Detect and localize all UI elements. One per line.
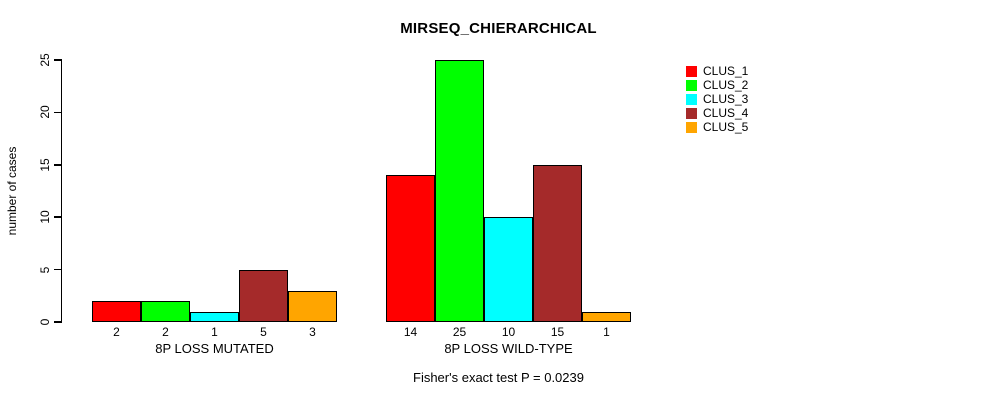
bar-value-label: 2 bbox=[113, 325, 120, 339]
y-axis-line bbox=[60, 59, 62, 323]
bar-value-label: 3 bbox=[309, 325, 316, 339]
legend-label: CLUS_2 bbox=[703, 78, 749, 92]
y-tick-label: 10 bbox=[38, 210, 52, 224]
x-category-label: 8P LOSS MUTATED bbox=[155, 341, 274, 356]
legend-swatch-CLUS_1 bbox=[686, 65, 697, 77]
bar-CLUS_4-cat0 bbox=[239, 270, 288, 322]
chart-title: MIRSEQ_CHIERARCHICAL bbox=[400, 20, 597, 37]
bar-value-label: 14 bbox=[403, 325, 418, 339]
y-tick bbox=[53, 321, 61, 323]
footer-caption: Fisher's exact test P = 0.0239 bbox=[413, 370, 584, 385]
bar-CLUS_1-cat1 bbox=[386, 175, 435, 322]
legend-swatch-CLUS_3 bbox=[686, 93, 697, 105]
bar-value-label: 1 bbox=[603, 325, 610, 339]
legend-entry-CLUS_1: CLUS_1 bbox=[686, 65, 748, 77]
legend-label: CLUS_4 bbox=[703, 106, 749, 120]
bar-CLUS_5-cat1 bbox=[582, 312, 631, 322]
y-tick bbox=[53, 216, 61, 218]
y-axis-label: number of cases bbox=[5, 146, 19, 236]
bar-CLUS_2-cat0 bbox=[141, 301, 190, 322]
bar-CLUS_2-cat1 bbox=[435, 60, 484, 322]
legend-label: CLUS_3 bbox=[703, 92, 749, 106]
y-tick-label: 25 bbox=[38, 53, 52, 67]
x-category-label: 8P LOSS WILD-TYPE bbox=[444, 341, 573, 356]
bar-CLUS_3-cat1 bbox=[484, 217, 533, 322]
y-tick bbox=[53, 59, 61, 61]
bar-CLUS_3-cat0 bbox=[190, 312, 239, 322]
bar-value-label: 5 bbox=[260, 325, 267, 339]
bar-value-label: 1 bbox=[211, 325, 218, 339]
bar-CLUS_1-cat0 bbox=[92, 301, 141, 322]
legend-entry-CLUS_2: CLUS_2 bbox=[686, 79, 748, 91]
bar-value-label: 15 bbox=[550, 325, 565, 339]
legend-entry-CLUS_5: CLUS_5 bbox=[686, 121, 748, 133]
bar-value-label: 25 bbox=[452, 325, 467, 339]
y-tick bbox=[53, 164, 61, 166]
y-tick bbox=[53, 268, 61, 271]
y-tick-label: 0 bbox=[38, 318, 52, 326]
bar-CLUS_5-cat0 bbox=[288, 291, 337, 322]
legend-entry-CLUS_3: CLUS_3 bbox=[686, 93, 748, 105]
bar-CLUS_4-cat1 bbox=[533, 165, 582, 322]
y-tick-label: 5 bbox=[38, 266, 52, 273]
y-tick-label: 20 bbox=[38, 105, 52, 120]
y-tick bbox=[53, 111, 61, 114]
legend-label: CLUS_5 bbox=[703, 120, 749, 134]
bar-value-label: 2 bbox=[162, 325, 169, 339]
legend-label: CLUS_1 bbox=[703, 64, 749, 78]
legend-swatch-CLUS_4 bbox=[686, 107, 697, 119]
bar-value-label: 10 bbox=[501, 325, 516, 339]
legend-swatch-CLUS_5 bbox=[686, 121, 697, 133]
y-tick-label: 15 bbox=[38, 158, 52, 172]
legend-entry-CLUS_4: CLUS_4 bbox=[686, 107, 748, 119]
legend-swatch-CLUS_2 bbox=[686, 79, 697, 91]
